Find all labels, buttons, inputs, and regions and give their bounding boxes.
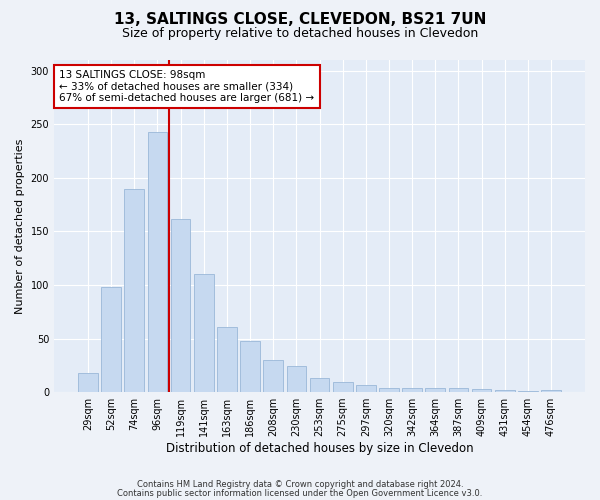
Text: 13 SALTINGS CLOSE: 98sqm
← 33% of detached houses are smaller (334)
67% of semi-: 13 SALTINGS CLOSE: 98sqm ← 33% of detach… — [59, 70, 314, 103]
X-axis label: Distribution of detached houses by size in Clevedon: Distribution of detached houses by size … — [166, 442, 473, 455]
Bar — [310, 378, 329, 392]
Bar — [124, 188, 144, 392]
Text: Contains HM Land Registry data © Crown copyright and database right 2024.: Contains HM Land Registry data © Crown c… — [137, 480, 463, 489]
Bar — [194, 274, 214, 392]
Bar — [472, 389, 491, 392]
Text: Contains public sector information licensed under the Open Government Licence v3: Contains public sector information licen… — [118, 488, 482, 498]
Bar — [217, 326, 237, 392]
Bar — [541, 390, 561, 392]
Bar — [240, 340, 260, 392]
Bar — [425, 388, 445, 392]
Bar — [379, 388, 399, 392]
Bar — [449, 388, 468, 392]
Bar — [171, 218, 190, 392]
Bar — [148, 132, 167, 392]
Bar — [402, 388, 422, 392]
Y-axis label: Number of detached properties: Number of detached properties — [15, 138, 25, 314]
Bar — [101, 287, 121, 392]
Bar — [78, 373, 98, 392]
Bar — [495, 390, 515, 392]
Bar — [287, 366, 306, 392]
Bar — [518, 391, 538, 392]
Bar — [263, 360, 283, 392]
Text: Size of property relative to detached houses in Clevedon: Size of property relative to detached ho… — [122, 28, 478, 40]
Bar — [333, 382, 353, 392]
Bar — [356, 384, 376, 392]
Text: 13, SALTINGS CLOSE, CLEVEDON, BS21 7UN: 13, SALTINGS CLOSE, CLEVEDON, BS21 7UN — [114, 12, 486, 28]
